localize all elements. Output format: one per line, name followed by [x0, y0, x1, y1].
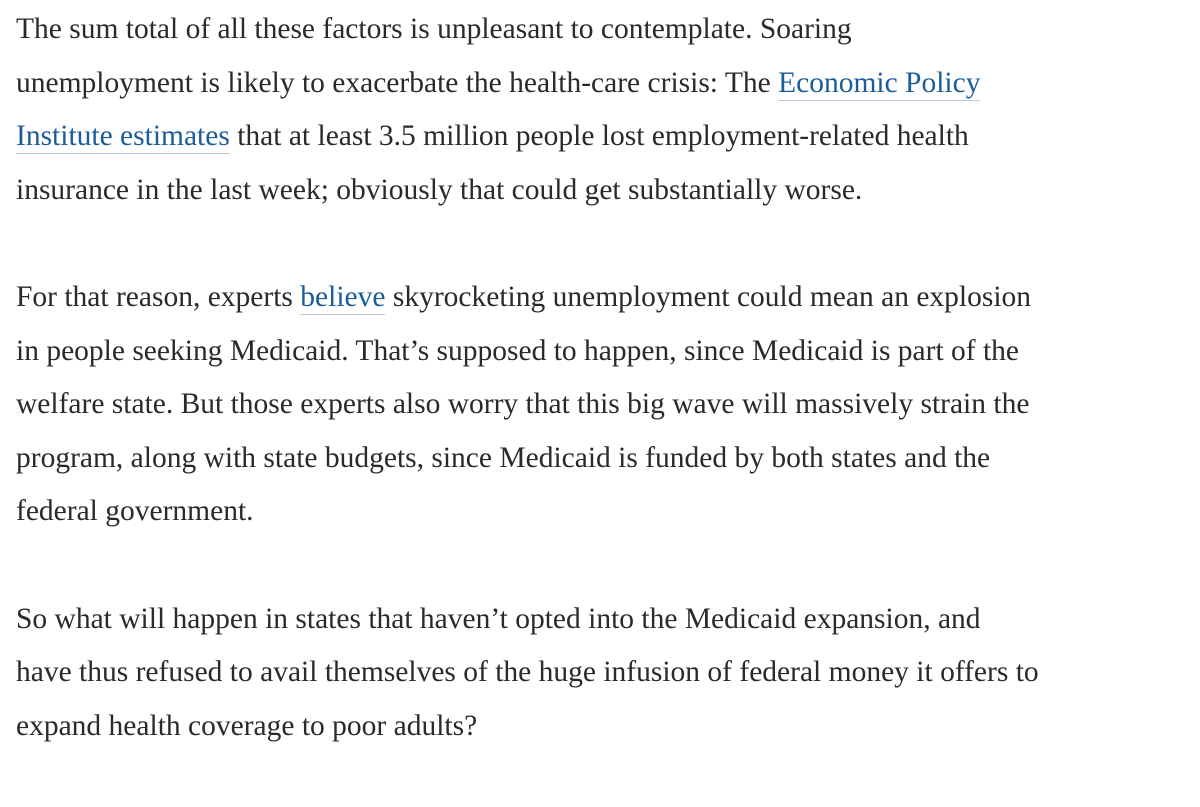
- paragraph-line: So what will happen in states that haven…: [16, 593, 1191, 647]
- text-run: welfare state. But those experts also wo…: [16, 388, 1030, 421]
- paragraph-line: Institute estimates that at least 3.5 mi…: [16, 110, 1191, 164]
- paragraph-line: have thus refused to avail themselves of…: [16, 646, 1191, 700]
- text-run: For that reason, experts: [16, 280, 301, 313]
- text-run: in people seeking Medicaid. That’s suppo…: [16, 334, 1020, 367]
- paragraph-line: in people seeking Medicaid. That’s suppo…: [16, 325, 1191, 379]
- article-body: The sum total of all these factors is un…: [16, 3, 1191, 807]
- text-run: unemployment is likely to exacerbate the…: [16, 66, 779, 99]
- paragraph-line: insurance in the last week; obviously th…: [16, 164, 1191, 218]
- paragraph-1: The sum total of all these factors is un…: [16, 3, 1191, 217]
- economic-policy-institute-link[interactable]: Economic Policy: [778, 66, 981, 101]
- paragraph-line: For that reason, experts believe skyrock…: [16, 271, 1191, 325]
- text-run: insurance in the last week; obviously th…: [16, 173, 863, 206]
- paragraph-3: So what will happen in states that haven…: [16, 593, 1191, 754]
- paragraph-line: program, along with state budgets, since…: [16, 432, 1191, 486]
- paragraph-line: welfare state. But those experts also wo…: [16, 378, 1191, 432]
- paragraph-line: The sum total of all these factors is un…: [16, 3, 1191, 57]
- institute-estimates-link[interactable]: Institute estimates: [16, 120, 230, 155]
- text-run: have thus refused to avail themselves of…: [16, 656, 1039, 689]
- believe-link[interactable]: believe: [300, 280, 386, 315]
- text-run: expand health coverage to poor adults?: [16, 709, 478, 742]
- text-run: federal government.: [16, 495, 254, 528]
- paragraph-2: For that reason, experts believe skyrock…: [16, 271, 1191, 539]
- paragraph-line: expand health coverage to poor adults?: [16, 700, 1191, 754]
- paragraph-line: unemployment is likely to exacerbate the…: [16, 57, 1191, 111]
- paragraph-line: federal government.: [16, 485, 1191, 539]
- text-run: program, along with state budgets, since…: [16, 441, 991, 474]
- text-run: that at least 3.5 million people lost em…: [229, 120, 969, 153]
- text-run: So what will happen in states that haven…: [16, 602, 981, 635]
- text-run: skyrocketing unemployment could mean an …: [385, 280, 1032, 313]
- text-run: The sum total of all these factors is un…: [16, 13, 852, 45]
